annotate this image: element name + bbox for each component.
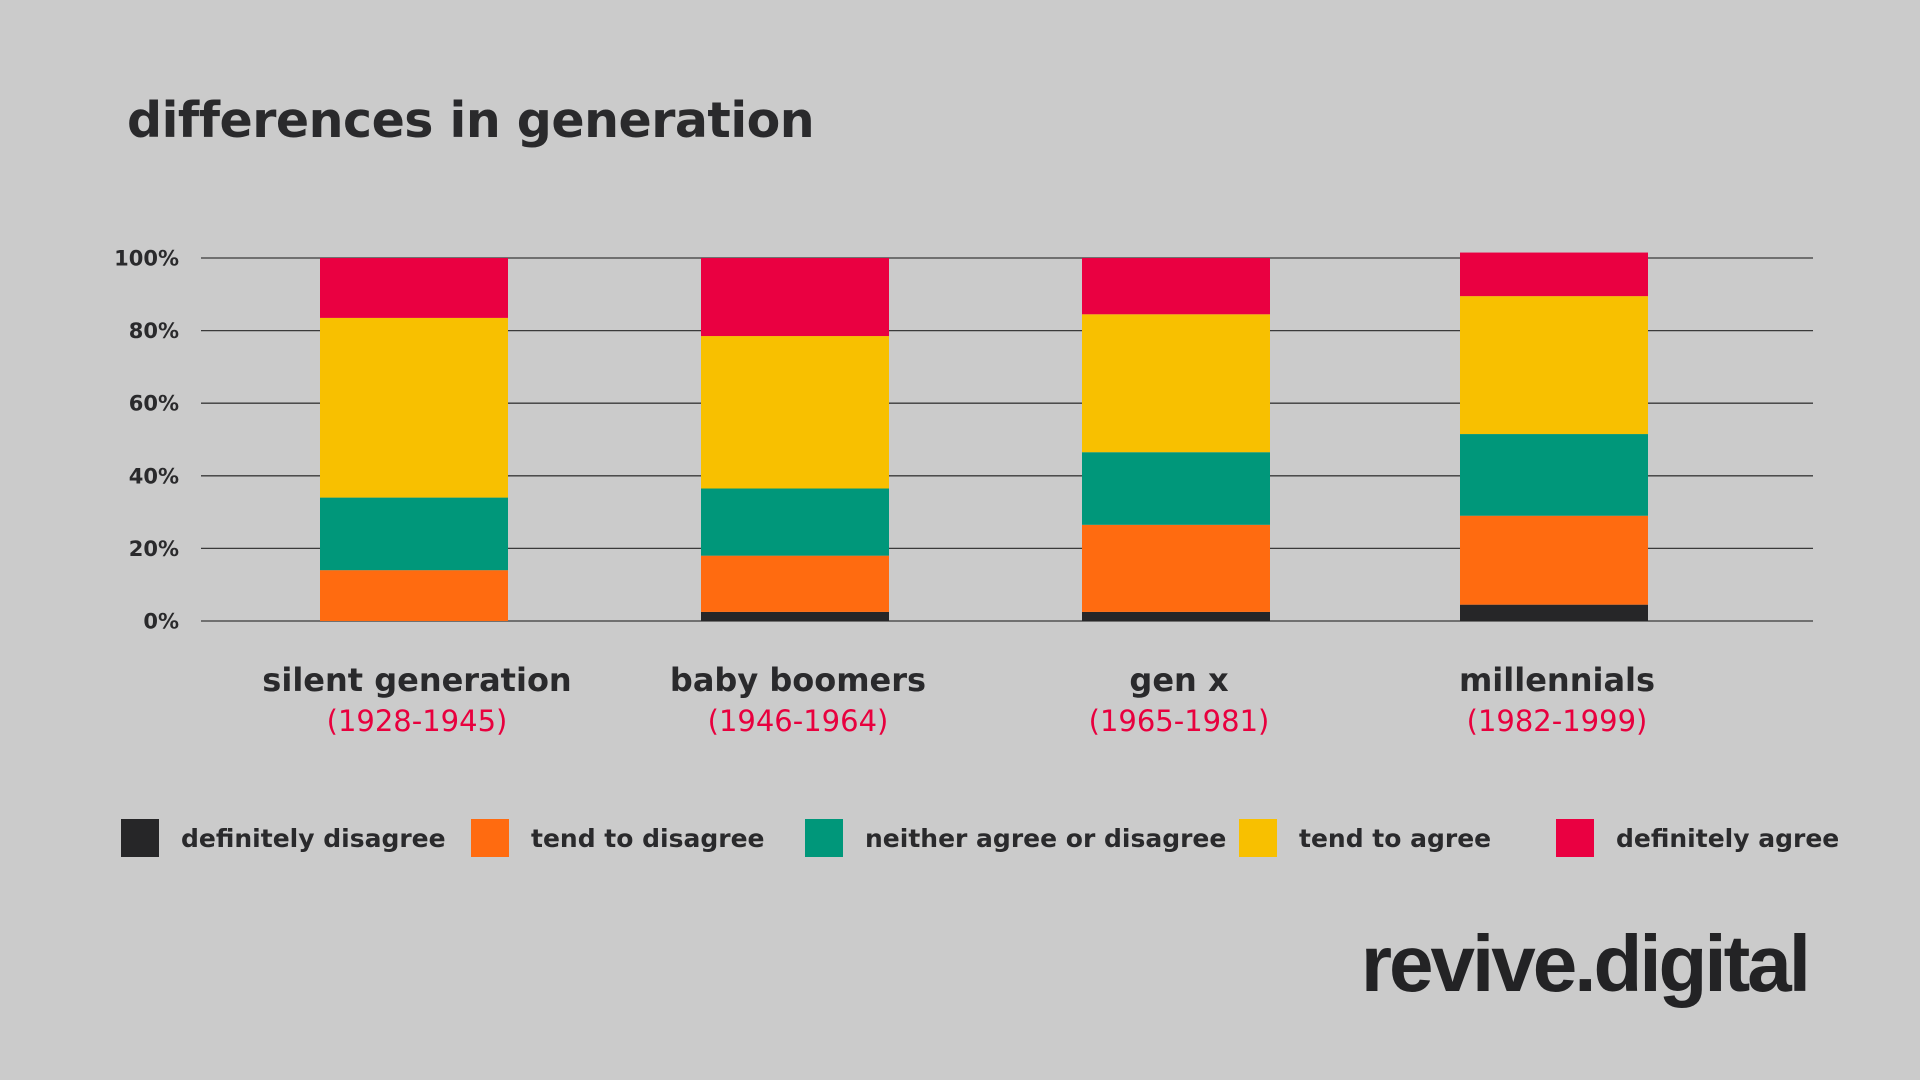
y-tick-label: 60% (129, 392, 179, 416)
bar-segment (701, 336, 889, 489)
legend-label: definitely disagree (181, 823, 446, 853)
bar-segment (701, 555, 889, 612)
bar-segment (701, 611, 889, 621)
legend-label: neither agree or disagree (865, 823, 1227, 853)
legend: definitely disagree tend to disagree neith… (121, 818, 1839, 858)
x-category-years: (1928-1945) (327, 704, 508, 738)
y-tick-label: 80% (129, 319, 179, 343)
legend-swatch (121, 819, 159, 857)
y-tick-label: 100% (114, 247, 179, 271)
legend-label: definitely agree (1616, 823, 1840, 853)
legend-label: tend to disagree (531, 823, 765, 853)
y-axis-ticks: 0% 20% 40% 60% 80% 100% (114, 247, 179, 634)
stacked-bar-chart: 0% 20% 40% 60% 80% 100% silent generation (192… (114, 247, 1813, 738)
bar-segment (320, 317, 508, 498)
legend-item: definitely disagree (121, 818, 446, 858)
y-tick-label: 40% (129, 464, 179, 488)
bar-segment (1460, 252, 1648, 297)
legend-swatch (471, 819, 509, 857)
x-category-label: silent generation (262, 661, 571, 699)
bar-segment (320, 497, 508, 571)
brand-logo: revive.digital (1360, 919, 1811, 1008)
x-category-years: (1946-1964) (708, 704, 889, 738)
bar-segment (1460, 515, 1648, 605)
chart-title: differences in generation (127, 92, 815, 149)
legend-swatch (1239, 819, 1277, 857)
legend-item: neither agree or disagree (805, 818, 1226, 858)
legend-item: definitely agree (1556, 818, 1839, 858)
bar-segment (1082, 314, 1270, 453)
bar-segment (1082, 258, 1270, 315)
bar-segment (701, 258, 889, 337)
bar-segment (1082, 524, 1270, 612)
y-tick-label: 20% (129, 537, 179, 561)
bar-segment (1082, 611, 1270, 621)
legend-item: tend to agree (1239, 818, 1491, 858)
bar-segment (1460, 296, 1648, 435)
bar-segment (320, 570, 508, 621)
legend-label: tend to agree (1299, 823, 1492, 853)
x-axis-labels: silent generation (1928-1945) baby boomers… (262, 661, 1655, 738)
y-tick-label: 0% (143, 610, 179, 634)
bars (320, 252, 1648, 621)
legend-swatch (1556, 819, 1594, 857)
bar-segment (320, 258, 508, 318)
bar-segment (1460, 434, 1648, 516)
x-category-label: millennials (1459, 661, 1655, 699)
x-category-label: gen x (1129, 661, 1229, 699)
bar-segment (1082, 452, 1270, 525)
bar-segment (701, 488, 889, 556)
legend-item: tend to disagree (471, 818, 764, 858)
x-category-years: (1965-1981) (1089, 704, 1270, 738)
legend-swatch (805, 819, 843, 857)
bar-segment (1460, 604, 1648, 621)
x-category-years: (1982-1999) (1467, 704, 1648, 738)
x-category-label: baby boomers (670, 661, 926, 699)
